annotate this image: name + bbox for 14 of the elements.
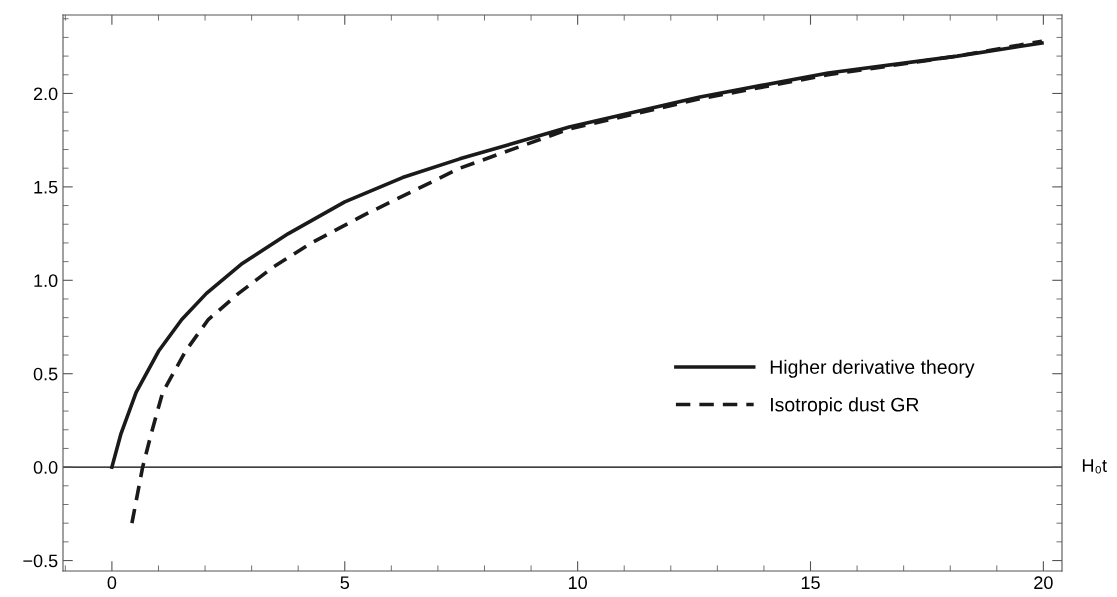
y-tick-label: 1.0 [34, 274, 58, 288]
x-tick-label: 20 [1034, 576, 1053, 590]
x-tick-label: 15 [801, 576, 820, 590]
y-tick-label: 0.0 [33, 461, 58, 474]
y-tick-label: 0.5 [33, 367, 58, 381]
y-tick-label: 2.0 [33, 87, 58, 101]
y-tick-label: 1.5 [34, 181, 58, 194]
legend-label: Higher derivative theory [770, 359, 975, 378]
x-axis-title: H₀t [1082, 459, 1107, 474]
legend-label: Isotropic dust GR [771, 397, 919, 416]
y-tick-label: −0.5 [23, 554, 58, 568]
x-tick-label: 5 [340, 576, 350, 590]
x-tick-label: 10 [568, 576, 587, 590]
x-tick-label: 0 [107, 576, 117, 590]
